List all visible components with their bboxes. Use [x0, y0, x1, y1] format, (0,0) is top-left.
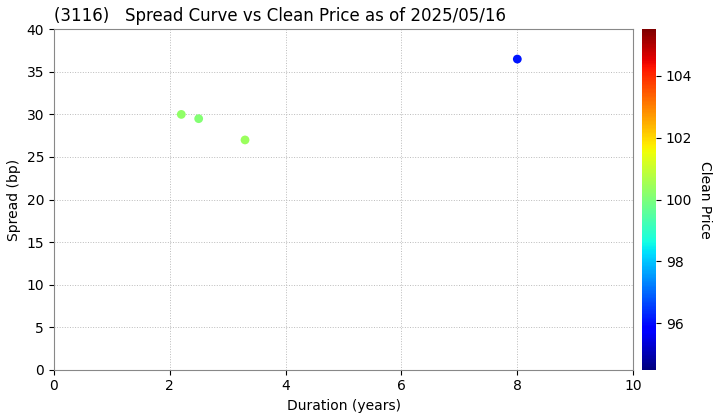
Point — [193, 116, 204, 122]
Point — [176, 111, 187, 118]
X-axis label: Duration (years): Duration (years) — [287, 399, 400, 413]
Y-axis label: Clean Price: Clean Price — [698, 161, 711, 239]
Y-axis label: Spread (bp): Spread (bp) — [7, 158, 21, 241]
Point — [511, 56, 523, 63]
Text: (3116)   Spread Curve vs Clean Price as of 2025/05/16: (3116) Spread Curve vs Clean Price as of… — [54, 7, 506, 25]
Point — [239, 136, 251, 143]
